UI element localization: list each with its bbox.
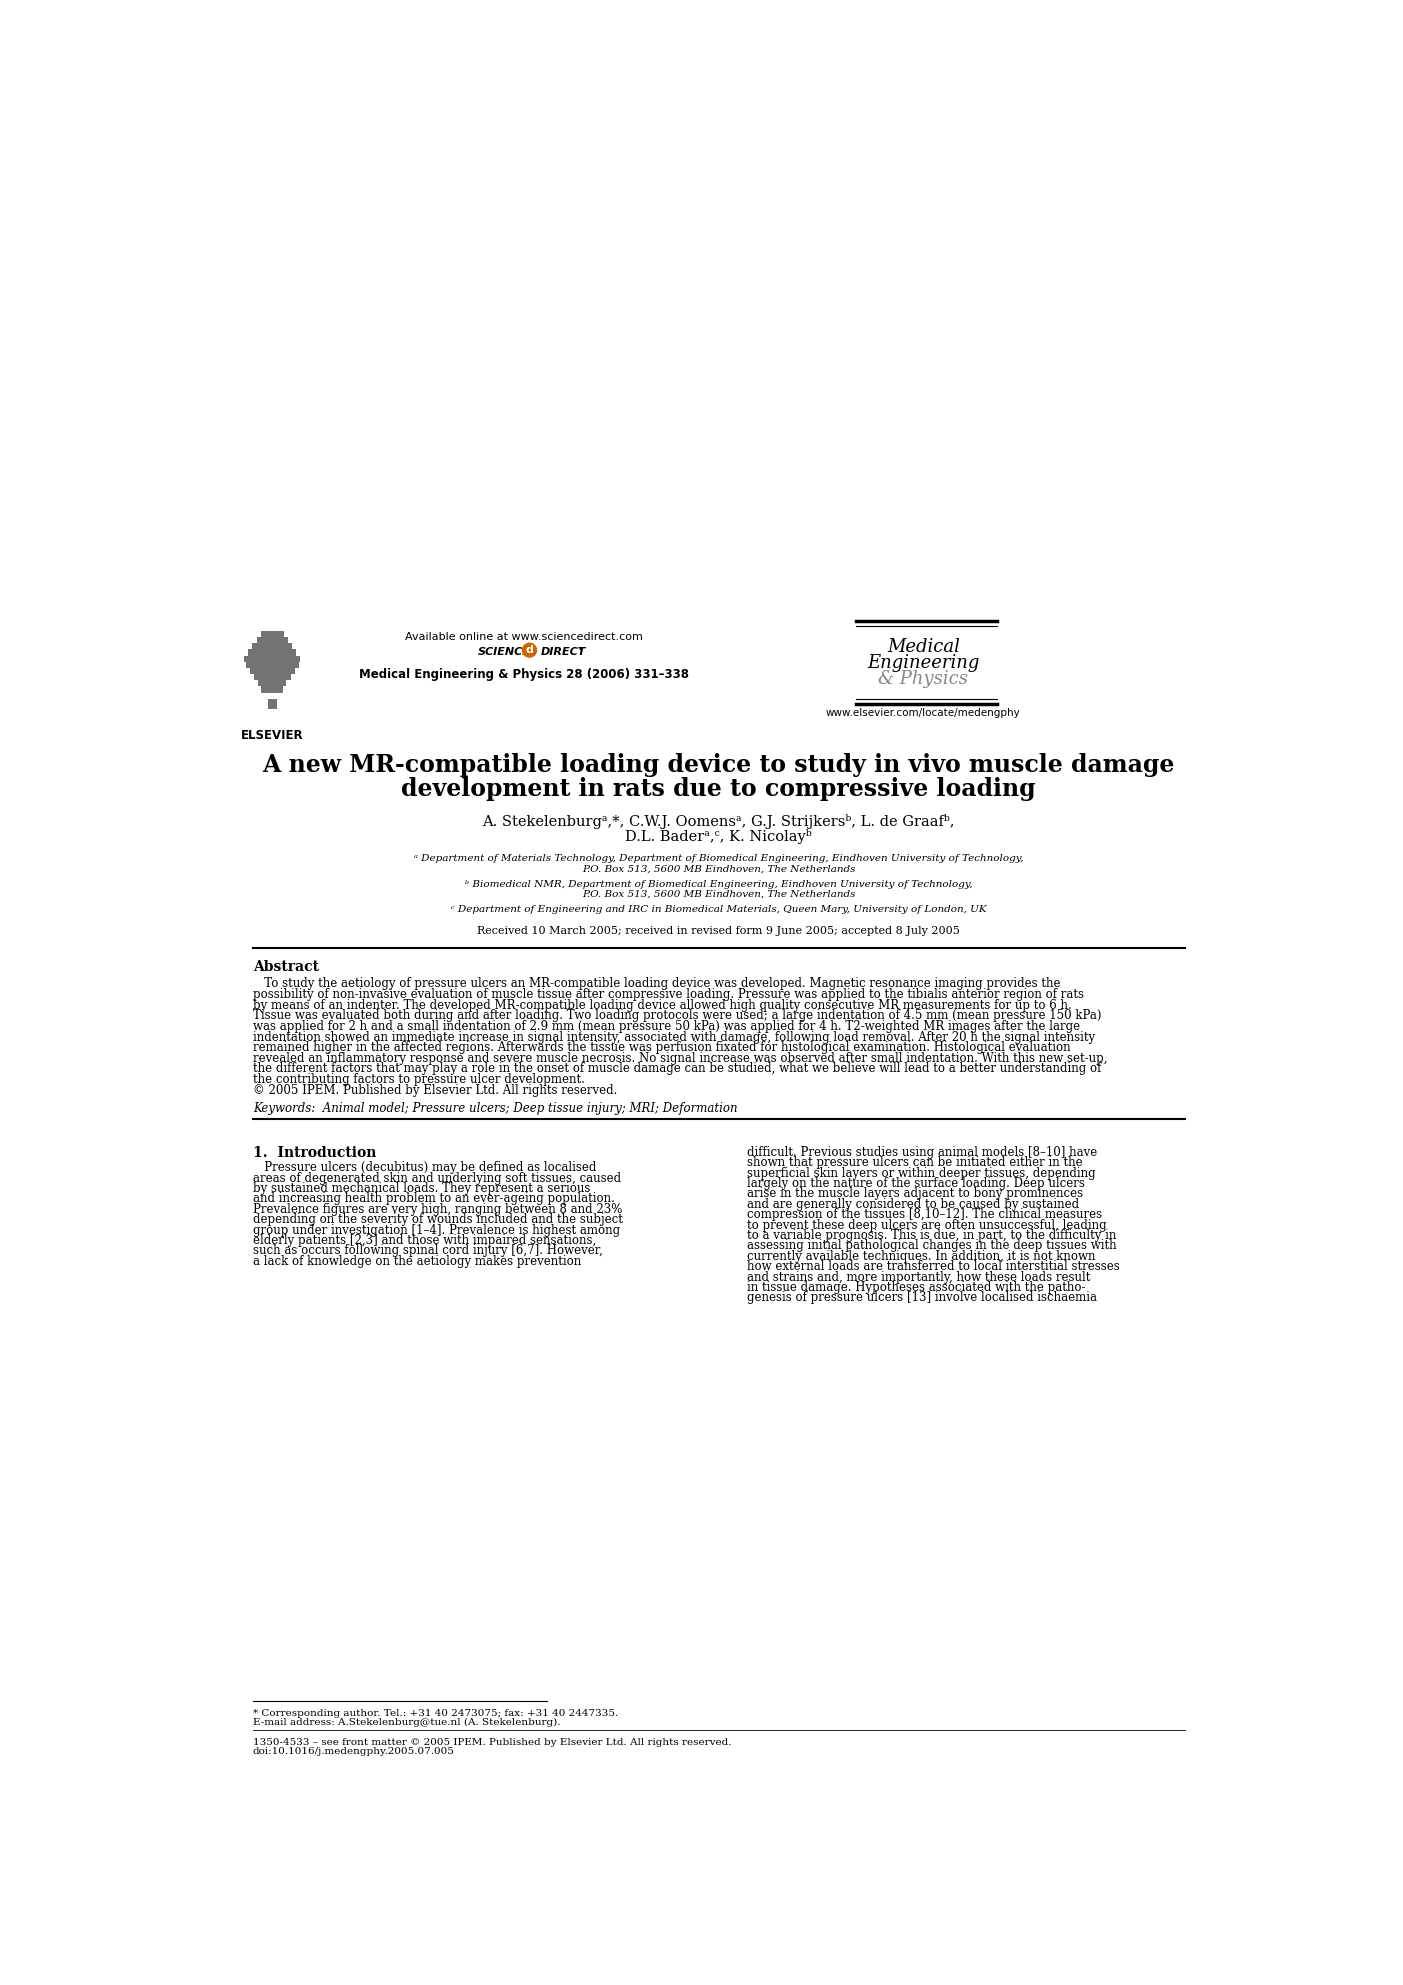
Text: 1.  Introduction: 1. Introduction xyxy=(253,1145,376,1159)
Text: shown that pressure ulcers can be initiated either in the: shown that pressure ulcers can be initia… xyxy=(748,1157,1083,1169)
Text: remained higher in the affected regions. Afterwards the tissue was perfusion fix: remained higher in the affected regions.… xyxy=(253,1042,1070,1054)
Text: indentation showed an immediate increase in signal intensity, associated with da: indentation showed an immediate increase… xyxy=(253,1030,1094,1044)
Bar xyxy=(246,661,299,667)
Text: SCIENCE: SCIENCE xyxy=(477,647,530,657)
Text: arise in the muscle layers adjacent to bony prominences: arise in the muscle layers adjacent to b… xyxy=(748,1187,1083,1201)
Text: currently available techniques. In addition, it is not known: currently available techniques. In addit… xyxy=(748,1251,1096,1262)
Bar xyxy=(268,699,276,709)
Text: A new MR-compatible loading device to study in vivo muscle damage: A new MR-compatible loading device to st… xyxy=(262,752,1174,776)
Bar xyxy=(261,687,283,693)
Text: ᵃ Department of Materials Technology, Department of Biomedical Engineering, Eind: ᵃ Department of Materials Technology, De… xyxy=(414,854,1023,863)
Text: Medical: Medical xyxy=(887,637,960,655)
Text: 1350-4533 – see front matter © 2005 IPEM. Published by Elsevier Ltd. All rights : 1350-4533 – see front matter © 2005 IPEM… xyxy=(253,1739,731,1747)
Text: compression of the tissues [8,10–12]. The clinical measures: compression of the tissues [8,10–12]. Th… xyxy=(748,1209,1103,1221)
Text: P.O. Box 513, 5600 MB Eindhoven, The Netherlands: P.O. Box 513, 5600 MB Eindhoven, The Net… xyxy=(582,889,856,899)
Text: depending on the severity of wounds included and the subject: depending on the severity of wounds incl… xyxy=(253,1213,623,1227)
Text: Abstract: Abstract xyxy=(253,961,318,975)
Text: Engineering: Engineering xyxy=(867,653,979,673)
Text: ᶜ Department of Engineering and IRC in Biomedical Materials, Queen Mary, Univers: ᶜ Department of Engineering and IRC in B… xyxy=(450,905,986,913)
Bar xyxy=(248,649,296,655)
Text: and strains and, more importantly, how these loads result: and strains and, more importantly, how t… xyxy=(748,1270,1090,1284)
Text: group under investigation [1–4]. Prevalence is highest among: group under investigation [1–4]. Prevale… xyxy=(253,1223,620,1237)
Bar xyxy=(254,675,290,681)
Text: difficult. Previous studies using animal models [8–10] have: difficult. Previous studies using animal… xyxy=(748,1145,1097,1159)
Text: areas of degenerated skin and underlying soft tissues, caused: areas of degenerated skin and underlying… xyxy=(253,1171,622,1185)
Text: development in rats due to compressive loading: development in rats due to compressive l… xyxy=(401,778,1035,802)
Text: by means of an indenter. The developed MR-compatible loading device allowed high: by means of an indenter. The developed M… xyxy=(253,998,1072,1012)
Text: a lack of knowledge on the aetiology makes prevention: a lack of knowledge on the aetiology mak… xyxy=(253,1255,581,1268)
Text: Keywords:  Animal model; Pressure ulcers; Deep tissue injury; MRI; Deformation: Keywords: Animal model; Pressure ulcers;… xyxy=(253,1102,738,1116)
Text: ·: · xyxy=(578,643,582,657)
Bar xyxy=(258,681,286,687)
Text: P.O. Box 513, 5600 MB Eindhoven, The Netherlands: P.O. Box 513, 5600 MB Eindhoven, The Net… xyxy=(582,863,856,873)
Text: to prevent these deep ulcers are often unsuccessful, leading: to prevent these deep ulcers are often u… xyxy=(748,1219,1107,1231)
Text: the contributing factors to pressure ulcer development.: the contributing factors to pressure ulc… xyxy=(253,1074,585,1086)
Text: Pressure ulcers (decubitus) may be defined as localised: Pressure ulcers (decubitus) may be defin… xyxy=(253,1161,596,1175)
Text: To study the aetiology of pressure ulcers an MR-compatible loading device was de: To study the aetiology of pressure ulcer… xyxy=(253,977,1061,991)
Circle shape xyxy=(522,643,536,657)
Text: was applied for 2 h and a small indentation of 2.9 mm (mean pressure 50 kPa) was: was applied for 2 h and a small indentat… xyxy=(253,1020,1080,1032)
Text: the different factors that may play a role in the onset of muscle damage can be : the different factors that may play a ro… xyxy=(253,1062,1101,1076)
Text: such as occurs following spinal cord injury [6,7]. However,: such as occurs following spinal cord inj… xyxy=(253,1245,603,1257)
Bar xyxy=(244,655,300,661)
Text: Received 10 March 2005; received in revised form 9 June 2005; accepted 8 July 20: Received 10 March 2005; received in revi… xyxy=(477,925,960,935)
Text: ᵇ Biomedical NMR, Department of Biomedical Engineering, Eindhoven University of : ᵇ Biomedical NMR, Department of Biomedic… xyxy=(464,879,972,889)
Text: * Corresponding author. Tel.: +31 40 2473075; fax: +31 40 2447335.: * Corresponding author. Tel.: +31 40 247… xyxy=(253,1709,619,1717)
Text: possibility of non-invasive evaluation of muscle tissue after compressive loadin: possibility of non-invasive evaluation o… xyxy=(253,989,1085,1000)
Text: genesis of pressure ulcers [13] involve localised ischaemia: genesis of pressure ulcers [13] involve … xyxy=(748,1292,1097,1304)
Bar xyxy=(250,667,295,675)
Text: DIRECT: DIRECT xyxy=(540,647,586,657)
Bar xyxy=(261,631,283,637)
Text: and increasing health problem to an ever-ageing population.: and increasing health problem to an ever… xyxy=(253,1193,615,1205)
Text: & Physics: & Physics xyxy=(878,671,968,689)
Text: www.elsevier.com/locate/medengphy: www.elsevier.com/locate/medengphy xyxy=(826,709,1020,719)
Text: revealed an inflammatory response and severe muscle necrosis. No signal increase: revealed an inflammatory response and se… xyxy=(253,1052,1107,1064)
Text: assessing initial pathological changes in the deep tissues with: assessing initial pathological changes i… xyxy=(748,1239,1117,1253)
Text: largely on the nature of the surface loading. Deep ulcers: largely on the nature of the surface loa… xyxy=(748,1177,1085,1191)
Text: A. Stekelenburgᵃ,*, C.W.J. Oomensᵃ, G.J. Strijkersᵇ, L. de Graafᵇ,: A. Stekelenburgᵃ,*, C.W.J. Oomensᵃ, G.J.… xyxy=(483,814,955,830)
Text: Medical Engineering & Physics 28 (2006) 331–338: Medical Engineering & Physics 28 (2006) … xyxy=(359,667,689,681)
Text: Available online at www.sciencedirect.com: Available online at www.sciencedirect.co… xyxy=(405,633,643,643)
Text: how external loads are transferred to local interstitial stresses: how external loads are transferred to lo… xyxy=(748,1260,1120,1272)
Text: Tissue was evaluated both during and after loading. Two loading protocols were u: Tissue was evaluated both during and aft… xyxy=(253,1008,1101,1022)
Text: d: d xyxy=(526,645,533,655)
Text: and are generally considered to be caused by sustained: and are generally considered to be cause… xyxy=(748,1197,1079,1211)
Text: to a variable prognosis. This is due, in part, to the difficulty in: to a variable prognosis. This is due, in… xyxy=(748,1229,1117,1243)
Bar xyxy=(257,637,288,643)
Text: D.L. Baderᵃ,ᶜ, K. Nicolayᵇ: D.L. Baderᵃ,ᶜ, K. Nicolayᵇ xyxy=(626,830,812,844)
Text: elderly patients [2,3] and those with impaired sensations,: elderly patients [2,3] and those with im… xyxy=(253,1235,596,1247)
Bar xyxy=(253,643,292,649)
Text: ELSEVIER: ELSEVIER xyxy=(241,728,303,742)
Text: E-mail address: A.Stekelenburg@tue.nl (A. Stekelenburg).: E-mail address: A.Stekelenburg@tue.nl (A… xyxy=(253,1719,560,1727)
Text: by sustained mechanical loads. They represent a serious: by sustained mechanical loads. They repr… xyxy=(253,1181,591,1195)
Text: © 2005 IPEM. Published by Elsevier Ltd. All rights reserved.: © 2005 IPEM. Published by Elsevier Ltd. … xyxy=(253,1084,617,1096)
Text: in tissue damage. Hypotheses associated with the patho-: in tissue damage. Hypotheses associated … xyxy=(748,1280,1086,1294)
Text: Prevalence figures are very high, ranging between 8 and 23%: Prevalence figures are very high, rangin… xyxy=(253,1203,623,1217)
Text: superficial skin layers or within deeper tissues, depending: superficial skin layers or within deeper… xyxy=(748,1167,1096,1179)
Text: doi:10.1016/j.medengphy.2005.07.005: doi:10.1016/j.medengphy.2005.07.005 xyxy=(253,1747,455,1757)
